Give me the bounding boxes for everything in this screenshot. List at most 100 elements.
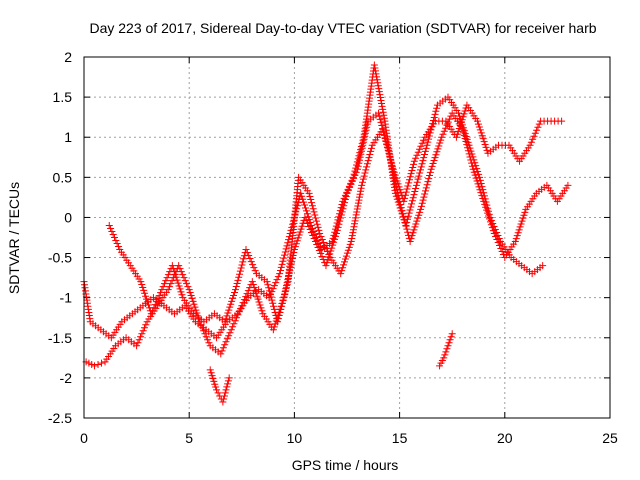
data-point (341, 199, 349, 207)
data-point (179, 271, 187, 279)
data-point (439, 130, 447, 138)
data-point (337, 270, 345, 278)
data-point (219, 398, 227, 406)
data-point (250, 283, 258, 291)
data-point (406, 238, 414, 246)
data-point (483, 146, 491, 154)
data-point (253, 292, 261, 300)
data-point (475, 123, 483, 131)
data-point (198, 324, 206, 332)
data-point (276, 270, 284, 278)
data-point (211, 380, 219, 388)
data-point (269, 285, 277, 293)
data-point (239, 258, 247, 266)
data-point (386, 153, 394, 161)
data-point (393, 177, 401, 185)
data-point (267, 293, 275, 301)
data-point (238, 261, 246, 269)
data-point (275, 312, 283, 320)
data-point (464, 144, 472, 152)
data-point (307, 196, 315, 204)
data-point (357, 150, 365, 158)
data-point (402, 222, 410, 230)
data-point (488, 224, 496, 232)
data-point (371, 67, 379, 75)
data-point (407, 170, 415, 178)
data-point (377, 118, 385, 126)
data-point (311, 238, 319, 246)
data-point (460, 131, 468, 139)
data-point (423, 141, 431, 149)
data-point (389, 165, 397, 173)
data-point (416, 208, 424, 216)
data-point (282, 287, 290, 295)
data-point (282, 245, 290, 253)
data-point (297, 225, 305, 233)
data-point (477, 189, 485, 197)
data-point (410, 160, 418, 168)
data-point (558, 117, 566, 125)
data-point (163, 274, 171, 282)
data-point (418, 139, 426, 147)
data-point (308, 202, 316, 210)
data-point (418, 160, 426, 168)
data-point (284, 239, 292, 247)
data-point (154, 295, 162, 303)
data-point (320, 239, 328, 247)
data-point (354, 162, 362, 170)
data-point (147, 310, 155, 318)
data-point (361, 169, 369, 177)
data-point (338, 267, 346, 275)
data-point (292, 240, 300, 248)
data-point (151, 301, 159, 309)
data-point (278, 260, 286, 268)
data-point (229, 294, 237, 302)
data-point (375, 88, 383, 96)
data-point (405, 176, 413, 184)
data-point (430, 113, 438, 121)
data-point (359, 175, 367, 183)
data-point (343, 189, 351, 197)
data-point (274, 315, 282, 323)
x-tick-label: 10 (287, 430, 303, 446)
data-point (309, 205, 317, 213)
data-point (280, 293, 288, 301)
data-point (113, 240, 121, 248)
data-point (442, 348, 450, 356)
data-point (308, 199, 316, 207)
data-point (486, 218, 494, 226)
data-point (434, 145, 442, 153)
data-point (165, 283, 173, 291)
data-point (144, 298, 152, 306)
data-point (408, 200, 416, 208)
data-point (412, 181, 420, 189)
data-point (382, 138, 390, 146)
data-point (214, 389, 222, 397)
data-point (392, 174, 400, 182)
data-point (237, 264, 245, 272)
data-point (421, 190, 429, 198)
data-point (380, 131, 388, 139)
data-point (417, 205, 425, 213)
y-tick-label: -2 (60, 370, 73, 386)
y-tick-label: 1.5 (53, 89, 73, 105)
data-point (283, 281, 291, 289)
data-point (176, 285, 184, 293)
data-point (188, 294, 196, 302)
data-point (464, 147, 472, 155)
data-point (254, 295, 262, 303)
data-point (281, 251, 289, 259)
data-point (358, 144, 366, 152)
data-point (363, 163, 371, 171)
data-point (304, 213, 312, 221)
data-point (94, 361, 102, 369)
data-point (390, 168, 398, 176)
data-point (364, 157, 372, 165)
data-point (313, 220, 321, 228)
data-point (155, 292, 163, 300)
data-point (158, 286, 166, 294)
data-point (233, 314, 241, 322)
data-point (314, 223, 322, 231)
data-point (206, 366, 214, 374)
data-point (266, 290, 274, 298)
